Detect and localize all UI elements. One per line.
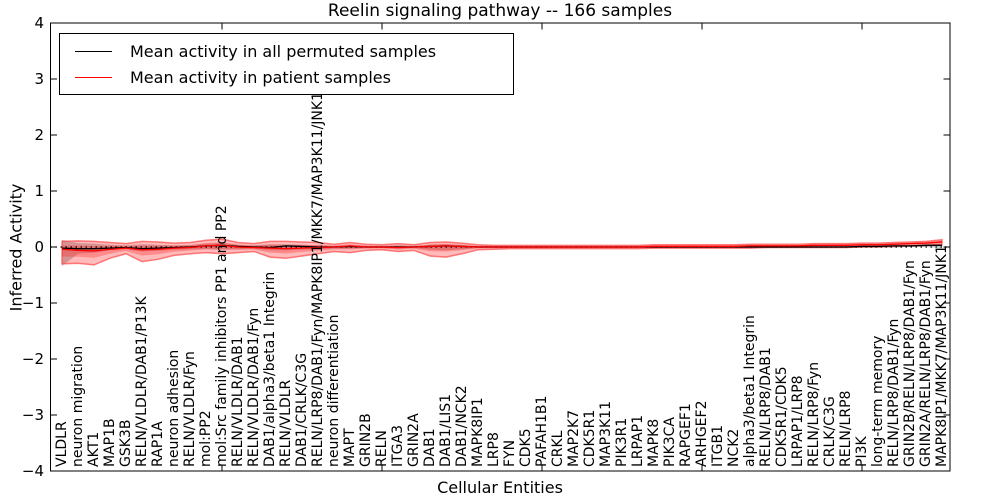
x-tick-label: GRIN2A/RELN/LRP8/DAB1/Fyn [918,260,934,467]
x-tick-label: mol:Src family inhibitors PP1 and PP2 [214,205,230,467]
x-tick-label: GRIN2B [358,413,374,467]
y-tick-label: −1 [21,294,44,312]
y-tick-label: −2 [21,350,44,368]
x-tick-label: MAPK8IP1/MKK7/MAP3K11/JNK1 [934,245,950,467]
x-tick-label: PIK3CA [662,416,678,467]
legend-label: Mean activity in all permuted samples [130,41,437,61]
x-tick-label: RELN/LRP8/DAB1/Fyn/MAPK8IP1/MKK7/MAP3K11… [310,92,326,467]
patient-line-swatch [75,76,112,78]
x-tick-label: DAB1/LIS1 [438,393,454,467]
x-tick-label: PAFAH1B1 [534,395,550,467]
x-tick-label: CDK5R1 [582,409,598,467]
x-tick-label: RELN/LRP8/DAB1 [758,347,774,467]
x-tick-label: RELN/VLDLR/DAB1/Fyn [246,307,262,467]
x-tick-label: VLDLR [54,421,70,467]
x-tick-label: DAB1 [422,428,438,467]
x-tick-label: LRPAP1/LRP8 [790,375,806,467]
patient-mean-line [61,241,943,252]
x-tick-label: GRIN2B/RELN/LRP8/DAB1/Fyn [902,260,918,467]
x-tick-label: RAP1A [150,421,166,467]
x-tick-label: MAPK8 [646,418,662,467]
x-tick-label: ARHGEF2 [694,400,710,468]
y-tick-label: 1 [34,182,44,200]
x-tick-label: PI3K [854,436,870,467]
y-tick-label: −4 [21,462,44,480]
y-tick-label: 3 [34,70,44,88]
x-tick-label: neuron migration [70,345,86,467]
x-tick-label: DAB1/CRLK/C3G [294,352,310,467]
chart-title: Reelin signaling pathway -- 166 samples [327,1,673,21]
legend-label: Mean activity in patient samples [130,67,391,87]
x-tick-label: RELN/LRP8/Fyn [806,361,822,467]
y-tick-label: 2 [34,126,44,144]
x-tick-label: DAB1/alpha3/beta1 Integrin [262,271,278,467]
x-tick-label: CDK5 [518,428,534,467]
x-tick-label: NCK2 [726,428,742,467]
x-tick-label: LRPAP1 [630,414,646,467]
x-tick-label: RAPGEF1 [678,403,694,467]
patient-band-inner [62,240,942,258]
x-tick-label: RELN/VLDLR/DAB1 [230,336,246,467]
x-tick-label: FYN [502,439,518,467]
x-tick-label: LRP8 [486,432,502,467]
x-tick-label: long-term memory [870,335,886,467]
patient-band [61,238,943,266]
x-tick-label: RELN/VLDLR [278,379,294,467]
x-tick-label: RELN/LRP8/DAB1/Fyn [886,318,902,467]
y-tick-label: −3 [21,406,44,424]
x-tick-label: GRIN2A [406,413,422,467]
x-tick-label: AKT1 [86,431,102,467]
x-tick-label: DAB1/NCK2 [454,385,470,467]
x-tick-label: ITGA3 [390,424,406,467]
x-tick-label: MAPT [342,428,358,467]
x-tick-label: alpha3/beta1 Integrin [742,315,758,467]
legend-item-permuted: Mean activity in all permuted samples [60,38,513,64]
x-tick-label: RELN [374,430,390,467]
x-tick-label: neuron adhesion [166,349,182,467]
x-tick-label: MAPK8IP1 [470,397,486,467]
y-tick-label: 4 [34,14,44,32]
x-tick-label: RELN/VLDLR/DAB1/P13K [134,296,150,467]
x-tick-label: CDK5R1/CDK5 [774,366,790,467]
x-tick-label: PIK3R1 [614,417,630,467]
x-axis-label: Cellular Entities [437,478,563,497]
x-tick-label: MAP3K11 [598,400,614,467]
x-tick-label: mol:PP2 [198,410,214,467]
x-tick-label: RELN/LRP8 [838,390,854,467]
x-tick-label: CRKL [550,430,566,467]
x-tick-label: ITGB1 [710,424,726,467]
x-tick-label: CRLK/C3G [822,396,838,467]
x-tick-label: RELN/VLDLR/Fyn [182,351,198,467]
legend-box: Mean activity in all permuted samples Me… [59,33,514,95]
x-tick-label: GSK3B [118,419,134,467]
legend-item-patient: Mean activity in patient samples [60,64,513,90]
x-tick-label: neuron differentiation [326,314,342,467]
x-tick-label: MAP2K7 [566,409,582,467]
y-tick-label: 0 [34,238,44,256]
x-tick-label: MAP1B [102,418,118,467]
permuted-line-swatch [75,50,112,52]
